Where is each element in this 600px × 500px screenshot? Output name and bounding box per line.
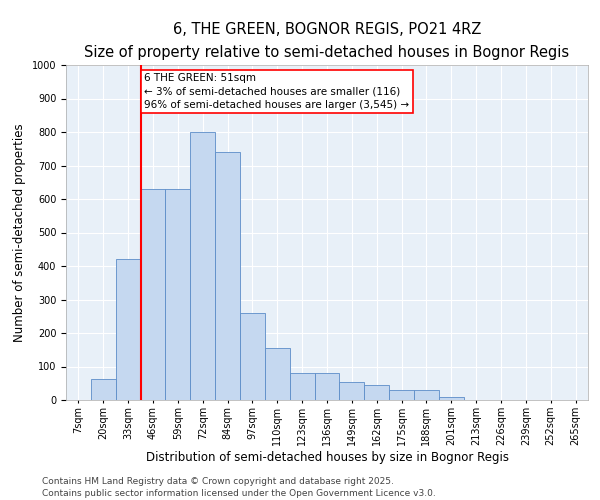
Bar: [364, 385, 389, 400]
Bar: [414, 390, 439, 400]
Y-axis label: Number of semi-detached properties: Number of semi-detached properties: [13, 123, 26, 342]
Bar: [314, 373, 340, 400]
Bar: [340, 382, 364, 400]
Bar: [140, 189, 166, 400]
Bar: [439, 396, 464, 400]
Bar: [240, 313, 265, 400]
Bar: [265, 348, 290, 400]
Bar: [190, 132, 215, 400]
Bar: [166, 189, 190, 400]
Bar: [389, 390, 414, 400]
Text: Contains HM Land Registry data © Crown copyright and database right 2025.
Contai: Contains HM Land Registry data © Crown c…: [42, 476, 436, 498]
Bar: [116, 260, 140, 400]
X-axis label: Distribution of semi-detached houses by size in Bognor Regis: Distribution of semi-detached houses by …: [146, 450, 509, 464]
Bar: [215, 152, 240, 400]
Bar: [290, 373, 314, 400]
Title: 6, THE GREEN, BOGNOR REGIS, PO21 4RZ
Size of property relative to semi-detached : 6, THE GREEN, BOGNOR REGIS, PO21 4RZ Siz…: [85, 22, 569, 60]
Text: 6 THE GREEN: 51sqm
← 3% of semi-detached houses are smaller (116)
96% of semi-de: 6 THE GREEN: 51sqm ← 3% of semi-detached…: [145, 74, 409, 110]
Bar: [91, 379, 116, 400]
